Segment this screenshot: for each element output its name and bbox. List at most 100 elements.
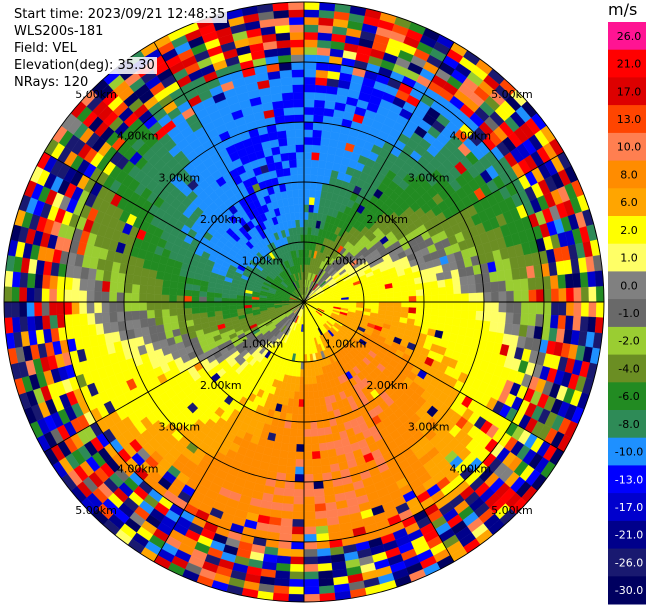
velocity-gate	[401, 296, 410, 303]
velocity-gate	[184, 313, 194, 321]
velocity-gate	[206, 306, 215, 313]
velocity-gate	[292, 511, 305, 520]
velocity-gate	[303, 46, 318, 55]
colorbar-tick-label: -2.0	[618, 335, 639, 348]
velocity-gate	[277, 47, 292, 57]
velocity-gate	[78, 301, 87, 314]
velocity-gate	[289, 31, 305, 41]
velocity-gate	[312, 137, 322, 146]
velocity-gate	[71, 277, 81, 291]
velocity-gate	[79, 278, 88, 291]
velocity-gate	[71, 313, 81, 327]
velocity-gate	[316, 175, 325, 184]
velocity-gate	[124, 310, 133, 321]
velocity-gate	[275, 168, 285, 178]
velocity-gate	[292, 406, 299, 415]
velocity-gate	[289, 24, 305, 33]
velocity-gate	[283, 420, 292, 429]
velocity-gate	[198, 301, 207, 308]
velocity-gate	[497, 312, 507, 324]
velocity-gate	[453, 309, 462, 319]
velocity-gate	[408, 307, 417, 314]
velocity-gate	[303, 534, 317, 543]
velocity-gate	[320, 137, 330, 147]
velocity-gate	[317, 555, 332, 565]
velocity-gate	[289, 571, 305, 580]
velocity-gate	[299, 376, 305, 385]
velocity-gate	[453, 301, 462, 311]
velocity-gate	[11, 316, 21, 333]
velocity-gate	[311, 144, 321, 153]
colorbar-tick-label: -6.0	[618, 390, 639, 403]
velocity-gate	[315, 77, 328, 86]
velocity-gate	[281, 160, 291, 169]
velocity-gate	[317, 435, 327, 444]
velocity-gate	[311, 152, 320, 161]
velocity-gate	[280, 442, 290, 452]
velocity-gate	[466, 319, 476, 330]
velocity-gate	[527, 313, 537, 327]
velocity-gate	[446, 293, 455, 303]
colorbar-tick-label: -13.0	[615, 473, 643, 486]
velocity-gate	[284, 480, 295, 490]
velocity-gate	[303, 114, 314, 123]
velocity-gate	[370, 294, 380, 299]
velocity-gate	[423, 295, 432, 303]
velocity-gate	[86, 301, 95, 314]
velocity-gate	[521, 290, 530, 303]
velocity-gate	[279, 69, 293, 79]
velocity-gate	[445, 309, 454, 318]
velocity-gate	[392, 286, 402, 293]
velocity-gate	[356, 298, 365, 303]
velocity-gate	[446, 301, 455, 311]
velocity-gate	[303, 578, 320, 588]
velocity-gate	[26, 272, 36, 289]
velocity-gate	[460, 310, 469, 320]
velocity-gate	[285, 129, 296, 139]
velocity-gate	[595, 286, 605, 303]
velocity-gate	[371, 297, 380, 303]
velocity-gate	[314, 503, 327, 512]
velocity-gate	[483, 292, 492, 303]
velocity-gate	[292, 189, 299, 198]
velocity-gate	[438, 286, 447, 296]
velocity-gate	[400, 306, 410, 314]
velocity-gate	[184, 289, 193, 297]
velocity-gate	[317, 24, 334, 34]
velocity-gate	[438, 301, 447, 310]
velocity-gate	[303, 174, 311, 183]
velocity-gate	[310, 167, 319, 176]
velocity-gate	[293, 489, 305, 498]
velocity-gate	[41, 288, 50, 303]
velocity-gate	[459, 276, 469, 286]
velocity-gate	[452, 277, 461, 287]
velocity-gate	[428, 273, 438, 283]
velocity-gate	[296, 166, 305, 175]
velocity-gate	[154, 316, 164, 326]
velocity-gate	[303, 99, 315, 108]
velocity-gate	[146, 293, 155, 303]
velocity-gate	[316, 547, 331, 557]
velocity-gate	[313, 390, 320, 400]
velocity-gate	[378, 293, 387, 299]
velocity-gate	[422, 281, 431, 290]
velocity-gate	[317, 427, 326, 437]
velocity-gate	[177, 281, 186, 290]
velocity-gate	[498, 291, 507, 303]
colorbar-tick-label: -4.0	[618, 362, 639, 375]
velocity-gate	[93, 290, 102, 303]
velocity-gate	[213, 297, 222, 303]
velocity-gate	[154, 286, 163, 295]
velocity-gate	[281, 435, 291, 444]
velocity-gate	[153, 293, 162, 303]
velocity-gate	[311, 443, 320, 452]
velocity-gate	[323, 426, 333, 436]
velocity-gate	[168, 294, 177, 303]
velocity-gate	[378, 301, 387, 307]
velocity-gate	[386, 297, 395, 303]
velocity-gate	[308, 204, 315, 213]
velocity-gate	[243, 301, 252, 306]
velocity-gate	[295, 136, 305, 145]
velocity-gate	[295, 151, 305, 160]
velocity-gate	[139, 318, 149, 328]
